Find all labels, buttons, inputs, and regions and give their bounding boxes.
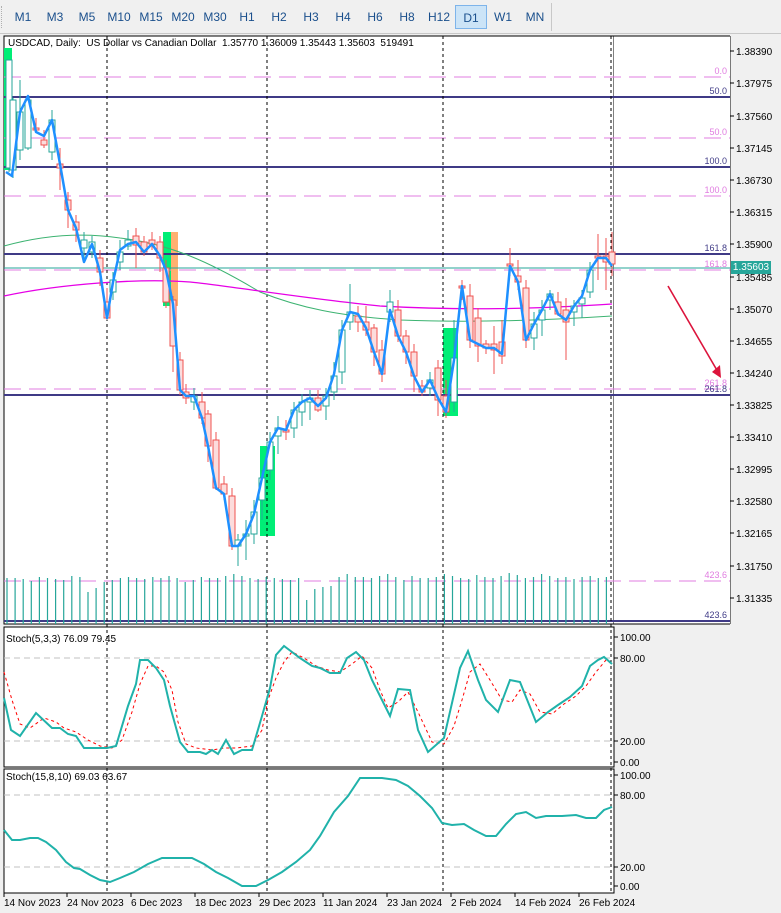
bullish-candle[interactable] — [80, 239, 88, 249]
price-axis-label: 1.38390 — [736, 47, 773, 58]
stoch1-main-line — [3, 644, 613, 756]
date-axis-label: 6 Dec 2023 — [131, 898, 183, 909]
toolbar-separator — [551, 3, 552, 31]
date-axis-label: 26 Feb 2024 — [579, 898, 636, 909]
timeframe-button-m1[interactable]: M1 — [14, 10, 32, 24]
timeframe-button-m10[interactable]: M10 — [107, 10, 131, 24]
fibonacci-level-label: 50.0 — [709, 86, 727, 96]
price-axis-label: 1.36315 — [736, 208, 773, 219]
price-axis-label: 1.37975 — [736, 79, 773, 90]
fibonacci-level-label: 0.0 — [714, 66, 727, 76]
fibonacci-level-label: 261.8 — [704, 378, 727, 388]
price-axis-label: 1.31335 — [736, 594, 773, 605]
stoch2-pane[interactable] — [3, 768, 615, 894]
price-axis-label: 1.37145 — [736, 144, 773, 155]
fibonacci-level-label: 261.8 — [704, 384, 727, 394]
timeframe-button-h1[interactable]: H1 — [239, 10, 255, 24]
stoch2-label: Stoch(15,8,10) 69.03 63.67 — [6, 772, 128, 783]
timeframe-button-h3[interactable]: H3 — [303, 10, 319, 24]
indicator-axis-label: 100.00 — [620, 771, 651, 782]
price-axis-label: 1.32995 — [736, 465, 773, 476]
zigzag-trend-line — [5, 94, 613, 548]
price-axis-label: 1.37560 — [736, 112, 773, 123]
fibonacci-level-label: 423.6 — [704, 570, 727, 580]
indicator-axis-label: 20.00 — [620, 737, 645, 748]
chart-window[interactable]: 1.38390 1.37975 1.37560 1.37145 1.36730 1.363… — [0, 34, 781, 913]
moving-average-magenta — [3, 280, 613, 310]
price-axis-label: 1.31750 — [736, 562, 773, 573]
price-axis-label: 1.35900 — [736, 240, 773, 251]
price-axis-label: 1.34655 — [736, 337, 773, 348]
timeframe-toolbar: M1 M3 M5 M10 M15 M20 M30 H1 H2 H3 H4 H6 H8 H12 D1 W1 MN — [0, 0, 781, 34]
timeframe-button-m3[interactable]: M3 — [46, 10, 64, 24]
price-axis-label: 1.32580 — [736, 497, 773, 508]
bearish-candle[interactable] — [132, 235, 140, 246]
date-axis-label: 29 Dec 2023 — [259, 898, 316, 909]
signal-highlight-box — [171, 232, 178, 306]
bearish-candle[interactable] — [474, 317, 482, 347]
timeframe-button-m30[interactable]: M30 — [203, 10, 227, 24]
timeframe-button-m20[interactable]: M20 — [171, 10, 195, 24]
price-axis-label: 1.35485 — [736, 273, 773, 284]
price-axis-label: 1.34240 — [736, 369, 773, 380]
timeframe-button-h8[interactable]: H8 — [399, 10, 415, 24]
indicator-axis-label: 100.00 — [620, 633, 651, 644]
main-pane-right-margin — [614, 36, 730, 624]
price-axis-label: 1.36730 — [736, 176, 773, 187]
price-chart-canvas[interactable]: 1.38390 1.37975 1.37560 1.37145 1.36730 1.363… — [0, 34, 781, 913]
indicator-axis-label: 80.00 — [620, 654, 645, 665]
indicator-axis-label: 20.00 — [620, 863, 645, 874]
bearish-candle[interactable] — [40, 139, 48, 146]
main-price-pane[interactable] — [3, 35, 615, 625]
timeframe-button-h4[interactable]: H4 — [335, 10, 351, 24]
indicator-axis-label: 0.00 — [620, 882, 640, 893]
stoch2-main-line — [3, 777, 613, 887]
timeframe-button-m15[interactable]: M15 — [139, 10, 163, 24]
indicator-axis-label: 80.00 — [620, 791, 645, 802]
date-axis-label: 24 Nov 2023 — [67, 898, 124, 909]
date-axis-label: 2 Feb 2024 — [451, 898, 502, 909]
price-axis-label: 1.33410 — [736, 433, 773, 444]
stoch1-signal-line — [3, 651, 613, 751]
timeframe-button-mn[interactable]: MN — [525, 10, 545, 24]
fibonacci-level-label: 161.8 — [704, 243, 727, 253]
fibonacci-level-label: 100.0 — [704, 156, 727, 166]
timeframe-button-h6[interactable]: H6 — [367, 10, 383, 24]
date-axis-label: 23 Jan 2024 — [387, 898, 442, 909]
timeframe-button-m5[interactable]: M5 — [78, 10, 96, 24]
current-price-tag: 1.35603 — [731, 261, 771, 274]
stoch1-label: Stoch(5,3,3) 76.09 79.45 — [6, 634, 117, 645]
timeframe-button-h12[interactable]: H12 — [427, 10, 450, 24]
fibonacci-level-label: 100.0 — [704, 185, 727, 195]
date-axis-label: 14 Feb 2024 — [515, 898, 572, 909]
fibonacci-level-label: 161.8 — [704, 259, 727, 269]
stoch1-pane[interactable] — [3, 626, 615, 768]
arrow-head-icon — [712, 365, 721, 378]
price-axis-label: 1.33825 — [736, 401, 773, 412]
date-axis-label: 18 Dec 2023 — [195, 898, 252, 909]
fibonacci-level-label: 423.6 — [704, 610, 727, 620]
chart-symbol-info: USDCAD, Daily: US Dollar vs Canadian Dol… — [8, 38, 414, 49]
indicator-axis-label: 0.00 — [620, 758, 640, 769]
date-axis-label: 14 Nov 2023 — [4, 898, 61, 909]
price-axis-label: 1.35070 — [736, 305, 773, 316]
timeframe-button-d1[interactable]: D1 — [455, 5, 487, 29]
down-arrow-icon[interactable] — [667, 285, 719, 373]
toolbar-grip-handle[interactable] — [1, 6, 5, 28]
price-axis-label: 1.32165 — [736, 529, 773, 540]
fibonacci-level-label: 50.0 — [709, 127, 727, 137]
timeframe-button-w1[interactable]: W1 — [494, 10, 512, 24]
date-axis-label: 11 Jan 2024 — [323, 898, 378, 909]
timeframe-button-h2[interactable]: H2 — [271, 10, 287, 24]
